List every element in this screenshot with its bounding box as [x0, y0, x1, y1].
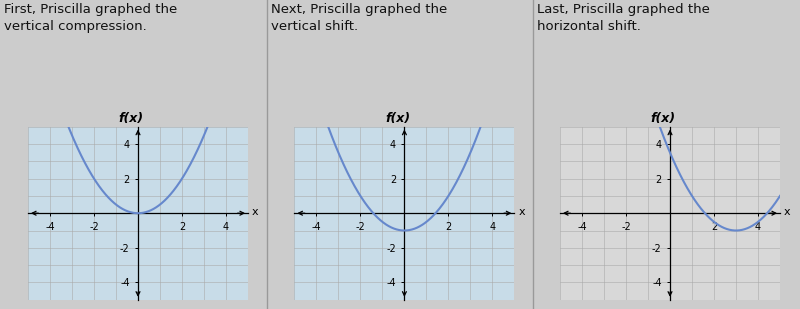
- Text: Next, Priscilla graphed the
vertical shift.: Next, Priscilla graphed the vertical shi…: [270, 3, 447, 32]
- Text: x: x: [252, 207, 258, 217]
- Text: First, Priscilla graphed the
vertical compression.: First, Priscilla graphed the vertical co…: [4, 3, 178, 32]
- Text: Last, Priscilla graphed the
horizontal shift.: Last, Priscilla graphed the horizontal s…: [538, 3, 710, 32]
- Text: f(x): f(x): [386, 112, 410, 125]
- Text: f(x): f(x): [651, 112, 676, 125]
- Text: f(x): f(x): [119, 112, 144, 125]
- Text: x: x: [784, 207, 790, 217]
- Text: x: x: [518, 207, 525, 217]
